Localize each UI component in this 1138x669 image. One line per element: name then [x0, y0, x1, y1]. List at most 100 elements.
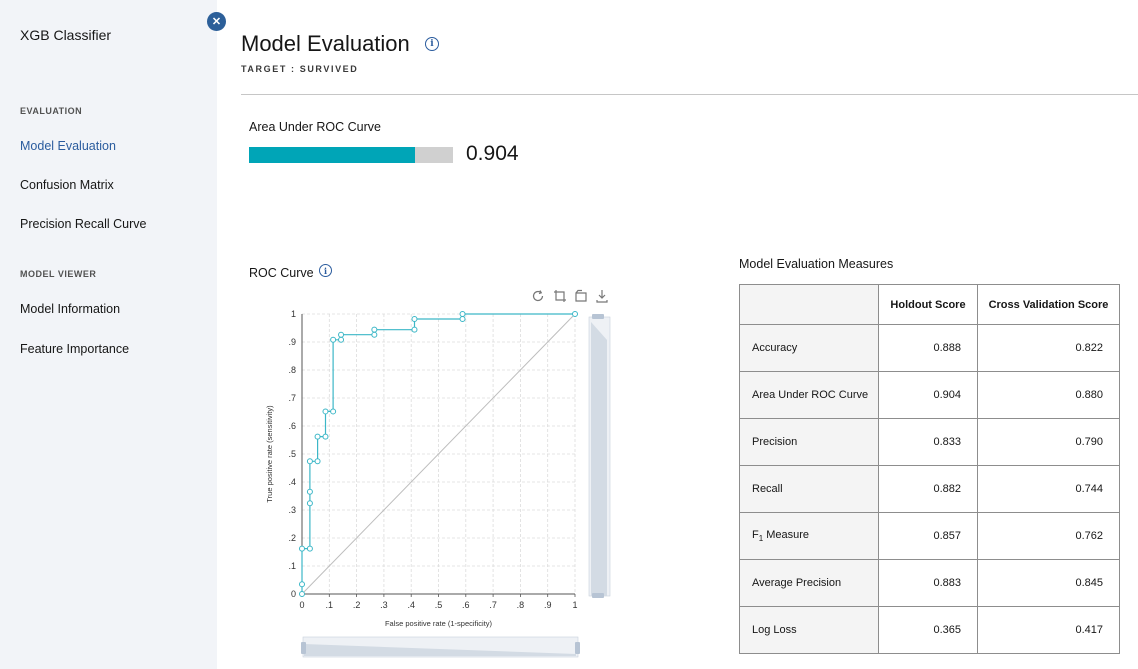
table-row: Average Precision 0.883 0.845 — [739, 559, 1120, 607]
y-zoom-handle-bottom — [592, 593, 604, 598]
download-icon[interactable] — [594, 288, 610, 304]
roc-line — [301, 313, 575, 594]
header-cell-holdout: Holdout Score — [878, 284, 978, 325]
table-row: F1 Measure 0.857 0.762 — [739, 512, 1120, 560]
table-row: Accuracy 0.888 0.822 — [739, 324, 1120, 372]
x-zoom-handle-right[interactable] — [575, 642, 580, 654]
x-tick-label: .8 — [517, 600, 525, 610]
row-label: Accuracy — [739, 324, 879, 372]
table-row: Area Under ROC Curve 0.904 0.880 — [739, 371, 1120, 419]
cv-cell: 0.744 — [977, 465, 1120, 513]
roc-point — [306, 458, 313, 465]
page-title: Model Evaluation — [241, 31, 410, 56]
y-tick-label: .9 — [288, 337, 296, 347]
table-row: Precision 0.833 0.790 — [739, 418, 1120, 466]
x-tick-label: .6 — [462, 600, 470, 610]
table-row: Log Loss 0.365 0.417 — [739, 606, 1120, 654]
y-tick-label: 0 — [291, 589, 296, 599]
x-tick-label: .2 — [353, 600, 361, 610]
roc-point — [338, 336, 345, 343]
holdout-cell: 0.365 — [878, 606, 978, 654]
y-tick-label: .3 — [288, 505, 296, 515]
roc-point — [314, 433, 321, 440]
sidebar: XGB Classifier EVALUATION Model Evaluati… — [0, 0, 217, 669]
x-tick-label: .9 — [544, 600, 552, 610]
row-label: Recall — [739, 465, 879, 513]
roc-point — [371, 326, 378, 333]
roc-point — [459, 311, 466, 317]
cv-cell: 0.417 — [977, 606, 1120, 654]
close-icon[interactable]: ✕ — [207, 12, 226, 31]
roc-point — [371, 331, 378, 338]
roc-chart[interactable]: 00 .1 .1 .2 .2 .3 .3 .4 .4 .5 .5 .6 .6 .7 .7 .8 .8 .9 .9 1 1… — [255, 300, 620, 665]
roc-info-icon[interactable]: i — [319, 264, 332, 277]
y-tick-label: .6 — [288, 421, 296, 431]
cv-cell: 0.845 — [977, 559, 1120, 607]
roc-title: ROC Curve — [249, 266, 314, 280]
holdout-cell: 0.882 — [878, 465, 978, 513]
app-title: XGB Classifier — [20, 27, 112, 43]
roc-point — [299, 545, 305, 552]
roc-point — [322, 408, 329, 415]
x-tick-label: .4 — [407, 600, 415, 610]
sidebar-item-confusion-matrix[interactable]: Confusion Matrix — [20, 178, 114, 192]
row-label: Precision — [739, 418, 879, 466]
x-zoom-area — [304, 644, 576, 656]
sidebar-item-precision-recall-curve[interactable]: Precision Recall Curve — [20, 217, 147, 231]
roc-point — [572, 311, 578, 317]
crop-icon[interactable] — [552, 288, 568, 304]
holdout-cell: 0.833 — [878, 418, 978, 466]
cv-cell: 0.762 — [977, 512, 1120, 560]
table-title: Model Evaluation Measures — [739, 257, 894, 271]
y-tick-label: .4 — [288, 477, 296, 487]
x-tick-label: 1 — [572, 600, 577, 610]
roc-point — [330, 408, 337, 415]
x-zoom-slider[interactable] — [300, 634, 582, 662]
roc-point — [411, 316, 418, 323]
diagonal-line — [301, 313, 576, 595]
y-tick-label: 1 — [291, 309, 296, 319]
y-tick-label: .8 — [288, 365, 296, 375]
x-tick-label: 0 — [299, 600, 304, 610]
roc-point — [459, 316, 466, 323]
cv-cell: 0.790 — [977, 418, 1120, 466]
y-zoom-handle-top — [592, 314, 604, 319]
header-cell-empty — [739, 284, 879, 325]
sidebar-item-feature-importance[interactable]: Feature Importance — [20, 342, 130, 356]
auc-progress-fill — [249, 147, 415, 163]
cv-cell: 0.822 — [977, 324, 1120, 372]
x-tick-label: .3 — [380, 600, 388, 610]
y-axis-label: True positive rate (sensitivity) — [265, 405, 274, 503]
cv-cell: 0.880 — [977, 371, 1120, 419]
roc-point — [299, 581, 305, 588]
y-tick-label: .7 — [288, 393, 296, 403]
header-cell-cv: Cross Validation Score — [977, 284, 1120, 325]
sidebar-item-model-evaluation[interactable]: Model Evaluation — [20, 139, 116, 153]
row-label: Average Precision — [739, 559, 879, 607]
roc-point — [306, 500, 313, 507]
roc-point — [338, 331, 345, 338]
roc-point — [330, 336, 337, 343]
y-zoom-area — [591, 322, 607, 596]
divider — [241, 94, 1138, 95]
info-icon[interactable]: i — [425, 37, 439, 51]
roc-point — [322, 433, 329, 440]
x-zoom-handle-left[interactable] — [301, 642, 306, 654]
sidebar-item-model-information[interactable]: Model Information — [20, 302, 121, 316]
row-label: Area Under ROC Curve — [739, 371, 879, 419]
roc-point — [411, 326, 418, 333]
auc-label: Area Under ROC Curve — [249, 120, 381, 134]
roc-point — [306, 545, 313, 552]
auc-value: 0.904 — [466, 142, 519, 165]
reset-zoom-icon[interactable] — [573, 288, 589, 304]
refresh-icon[interactable] — [530, 288, 546, 304]
holdout-cell: 0.857 — [878, 512, 978, 560]
roc-point — [299, 591, 305, 597]
x-tick-label: .5 — [435, 600, 443, 610]
row-label: Log Loss — [739, 606, 879, 654]
roc-point — [306, 488, 313, 495]
x-tick-label: .7 — [489, 600, 497, 610]
holdout-cell: 0.883 — [878, 559, 978, 607]
section-model-viewer: MODEL VIEWER — [20, 269, 97, 279]
roc-point — [314, 458, 321, 465]
